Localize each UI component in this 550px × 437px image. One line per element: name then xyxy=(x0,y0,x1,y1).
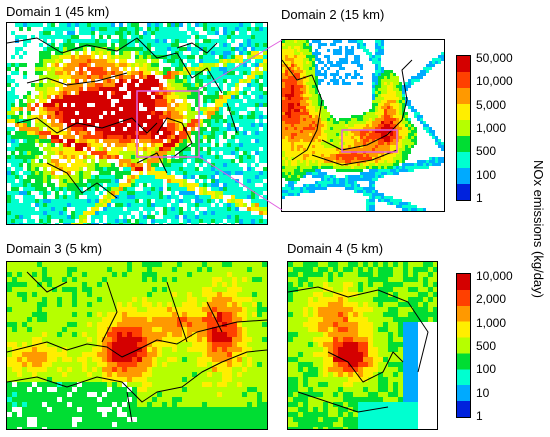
coastline-domain-4 xyxy=(288,286,429,413)
colorbar-top-tick-0: 50,000 xyxy=(476,51,513,65)
emission-grid-domain-3 xyxy=(7,262,267,429)
colorbar-top-tick-5: 100 xyxy=(476,167,497,182)
colorbar-bottom-tick-4: 100 xyxy=(476,362,497,377)
panel-title-domain-2: Domain 2 (15 km) xyxy=(281,7,385,22)
coastline-domain-2 xyxy=(282,59,413,166)
colorbar-bottom-tick-2: 1,000 xyxy=(476,315,507,330)
colorbar-top-tick-2: 5,000 xyxy=(476,97,507,112)
panel-title-domain-3: Domain 3 (5 km) xyxy=(6,241,103,256)
emission-grid-domain-2 xyxy=(282,40,444,211)
colorbar-top-tick-4: 500 xyxy=(476,144,497,159)
coastline-domain-3 xyxy=(7,271,267,423)
map-domain-1 xyxy=(6,22,268,225)
colorbar-top-tick-1: 10,000 xyxy=(476,74,513,89)
map-domain-4 xyxy=(287,261,438,430)
emission-grid-domain-4 xyxy=(288,262,437,429)
colorbar-axis-label: NOx emissions (kg/day) xyxy=(531,160,546,298)
map-domain-3 xyxy=(6,261,268,430)
colorbar-bottom-tick-0: 10,000 xyxy=(476,269,513,283)
colorbar-top-tick-3: 1,000 xyxy=(476,121,507,135)
zoom-box-domain-2 xyxy=(136,90,200,158)
map-domain-2-canvas xyxy=(282,40,444,211)
panel-title-domain-1: Domain 1 (45 km) xyxy=(6,4,110,19)
colorbar-top xyxy=(456,55,471,201)
map-domain-2 xyxy=(281,39,445,212)
panel-title-domain-4: Domain 4 (5 km) xyxy=(287,241,384,256)
colorbar-top-tick-6: 1 xyxy=(476,191,483,205)
colorbar-bottom-tick-6: 1 xyxy=(476,409,483,423)
zoom-box-domain-3-4 xyxy=(341,129,398,153)
colorbar-bottom-tick-5: 10 xyxy=(476,385,490,400)
map-domain-4-canvas xyxy=(288,262,437,429)
colorbar-bottom-tick-1: 2,000 xyxy=(476,292,507,307)
map-domain-1-canvas xyxy=(7,23,267,224)
colorbar-bottom-tick-3: 500 xyxy=(476,339,497,353)
colorbar-bottom xyxy=(456,273,471,418)
map-domain-3-canvas xyxy=(7,262,267,429)
